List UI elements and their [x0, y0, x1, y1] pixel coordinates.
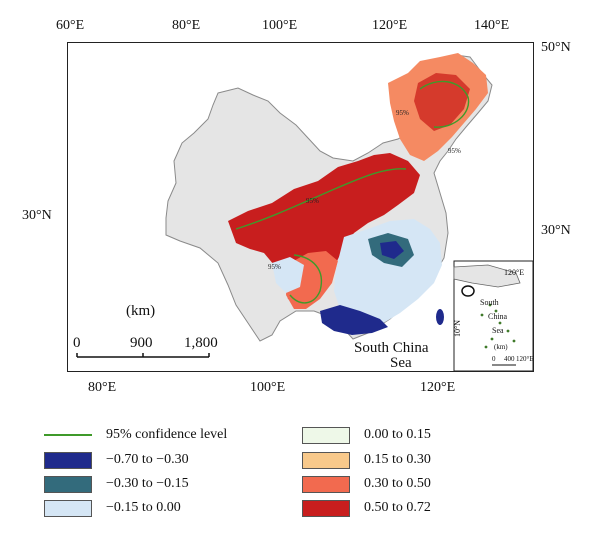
inset-km-label: (km) [494, 343, 508, 351]
scale-unit: (km) [126, 303, 155, 319]
legend-label: −0.30 to −0.15 [106, 476, 189, 491]
confidence-tag: 95% [268, 263, 281, 271]
legend-swatch [44, 475, 92, 493]
map-svg: 95% 95% 95% 95% (km) 0 900 1,800 South C… [73, 53, 533, 371]
legend-swatch [302, 426, 350, 444]
inset-south-label: South [480, 298, 499, 307]
legend-label: 0.15 to 0.30 [364, 452, 431, 467]
region-southeast-navy [380, 241, 404, 259]
legend-item-confidence: 95% confidence level [44, 425, 227, 445]
map-frame: 95% 95% 95% 95% (km) 0 900 1,800 South C… [67, 42, 534, 372]
legend-label: 95% confidence level [106, 427, 228, 442]
legend-label: 0.30 to 0.50 [364, 476, 431, 491]
confidence-contour-2 [289, 254, 323, 304]
legend-item: −0.70 to −0.30 [44, 450, 189, 470]
inset-lon-label-bottom: 120°E [516, 355, 533, 363]
legend-item: −0.15 to 0.00 [44, 498, 181, 518]
inset-hainan [461, 285, 475, 297]
lat-label-50n-right: 50°N [541, 40, 571, 55]
legend-label: 0.50 to 0.72 [364, 500, 431, 515]
legend-label: 0.00 to 0.15 [364, 427, 431, 442]
inset-sea-label: Sea [492, 326, 504, 335]
confidence-contour-1 [235, 168, 407, 230]
lat-label-30n-right: 30°N [541, 223, 571, 238]
legend-item: 0.50 to 0.72 [302, 498, 431, 518]
legend-item: −0.30 to −0.15 [44, 474, 189, 494]
legend-swatch [44, 451, 92, 469]
region-south-coast [320, 305, 388, 335]
legend-item: 0.30 to 0.50 [302, 474, 431, 494]
inset-lat-label: 10°N [453, 320, 462, 337]
inset-china-label: China [488, 312, 508, 321]
legend-swatch [302, 451, 350, 469]
confidence-tag: 95% [396, 109, 409, 117]
confidence-tag: 95% [448, 147, 461, 155]
taiwan-island [436, 309, 444, 325]
lon-label-100e-top: 100°E [262, 18, 298, 33]
legend-swatch [302, 499, 350, 517]
confidence-contour-3 [419, 80, 470, 128]
legend-item: 0.00 to 0.15 [302, 425, 431, 445]
inset-tick-400: 400 [504, 355, 515, 363]
south-china-sea-label: South China [354, 340, 429, 356]
legend-swatch [44, 499, 92, 517]
inset-coast [453, 264, 521, 288]
lon-label-120e-bottom: 120°E [420, 380, 456, 395]
lon-label-140e-top: 140°E [474, 18, 510, 33]
scale-tick-1800: 1,800 [184, 335, 218, 351]
legend-label: −0.15 to 0.00 [106, 500, 181, 515]
legend-swatch-confidence [44, 434, 92, 436]
lat-label-30n-left: 30°N [22, 208, 52, 223]
lon-label-60e: 60°E [56, 18, 85, 33]
legend-item: 0.15 to 0.30 [302, 450, 431, 470]
region-southeast-light [334, 219, 442, 331]
legend-swatch [302, 475, 350, 493]
lon-label-120e-top: 120°E [372, 18, 408, 33]
scale-tick-0: 0 [73, 335, 81, 351]
region-southwest-light [272, 257, 304, 293]
scale-tick-900: 900 [130, 335, 153, 351]
south-china-sea-label-2: Sea [390, 355, 412, 371]
inset-tick-0: 0 [492, 355, 496, 363]
lon-label-80e-top: 80°E [172, 18, 201, 33]
legend-label: −0.70 to −0.30 [106, 452, 189, 467]
inset-lon-label: 120°E [504, 268, 524, 277]
lon-label-100e-bottom: 100°E [250, 380, 286, 395]
region-northeast-red [414, 73, 470, 131]
lon-label-80e-bottom: 80°E [88, 380, 117, 395]
map-legend: 95% confidence level −0.70 to −0.30 −0.3… [44, 420, 564, 525]
confidence-tag: 95% [306, 197, 319, 205]
inset-map: 120°E South China Sea 10°N (km) 0 400 12… [453, 260, 533, 371]
